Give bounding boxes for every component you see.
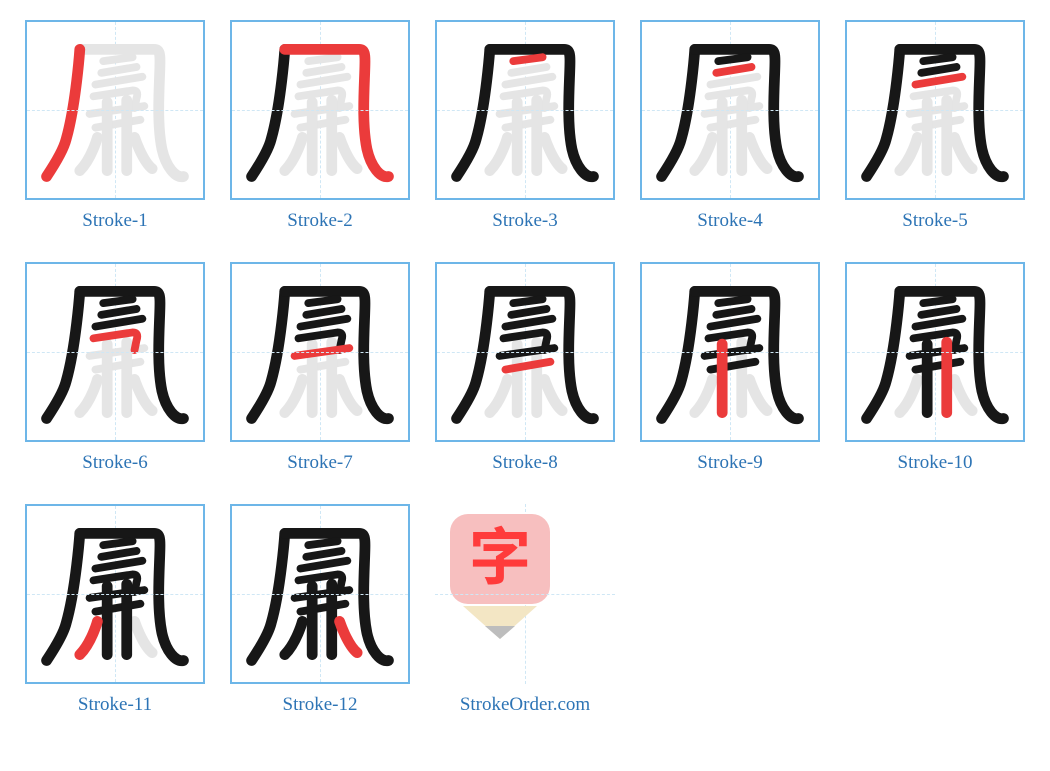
stroke-box-10 bbox=[845, 262, 1025, 442]
stroke-label-9: Stroke-9 bbox=[697, 452, 762, 474]
stroke-cell-8: Stroke-8 bbox=[430, 262, 620, 474]
stroke-box-7 bbox=[230, 262, 410, 442]
stroke-cell-10: Stroke-10 bbox=[840, 262, 1030, 474]
logo-cell: 字 StrokeOrder.com bbox=[430, 504, 620, 716]
stroke-box-12 bbox=[230, 504, 410, 684]
stroke-box-11 bbox=[25, 504, 205, 684]
stroke-label-8: Stroke-8 bbox=[492, 452, 557, 474]
stroke-box-8 bbox=[435, 262, 615, 442]
logo-label: StrokeOrder.com bbox=[460, 694, 590, 716]
stroke-cell-7: Stroke-7 bbox=[225, 262, 415, 474]
stroke-box-6 bbox=[25, 262, 205, 442]
logo-icon: 字 bbox=[435, 504, 565, 654]
stroke-box-9 bbox=[640, 262, 820, 442]
stroke-label-11: Stroke-11 bbox=[78, 694, 152, 716]
svg-text:字: 字 bbox=[469, 507, 531, 597]
stroke-label-2: Stroke-2 bbox=[287, 210, 352, 232]
stroke-label-6: Stroke-6 bbox=[82, 452, 147, 474]
stroke-cell-6: Stroke-6 bbox=[20, 262, 210, 474]
stroke-label-4: Stroke-4 bbox=[697, 210, 762, 232]
stroke-label-5: Stroke-5 bbox=[902, 210, 967, 232]
stroke-cell-9: Stroke-9 bbox=[635, 262, 825, 474]
stroke-cell-1: Stroke-1 bbox=[20, 20, 210, 232]
stroke-cell-11: Stroke-11 bbox=[20, 504, 210, 716]
stroke-label-7: Stroke-7 bbox=[287, 452, 352, 474]
logo-box: 字 bbox=[435, 504, 615, 684]
stroke-box-2 bbox=[230, 20, 410, 200]
stroke-cell-5: Stroke-5 bbox=[840, 20, 1030, 232]
stroke-box-5 bbox=[845, 20, 1025, 200]
stroke-cell-12: Stroke-12 bbox=[225, 504, 415, 716]
stroke-cell-4: Stroke-4 bbox=[635, 20, 825, 232]
stroke-cell-3: Stroke-3 bbox=[430, 20, 620, 232]
stroke-cell-2: Stroke-2 bbox=[225, 20, 415, 232]
stroke-box-1 bbox=[25, 20, 205, 200]
stroke-label-1: Stroke-1 bbox=[82, 210, 147, 232]
stroke-label-10: Stroke-10 bbox=[898, 452, 973, 474]
stroke-label-12: Stroke-12 bbox=[283, 694, 358, 716]
stroke-box-3 bbox=[435, 20, 615, 200]
stroke-label-3: Stroke-3 bbox=[492, 210, 557, 232]
stroke-box-4 bbox=[640, 20, 820, 200]
